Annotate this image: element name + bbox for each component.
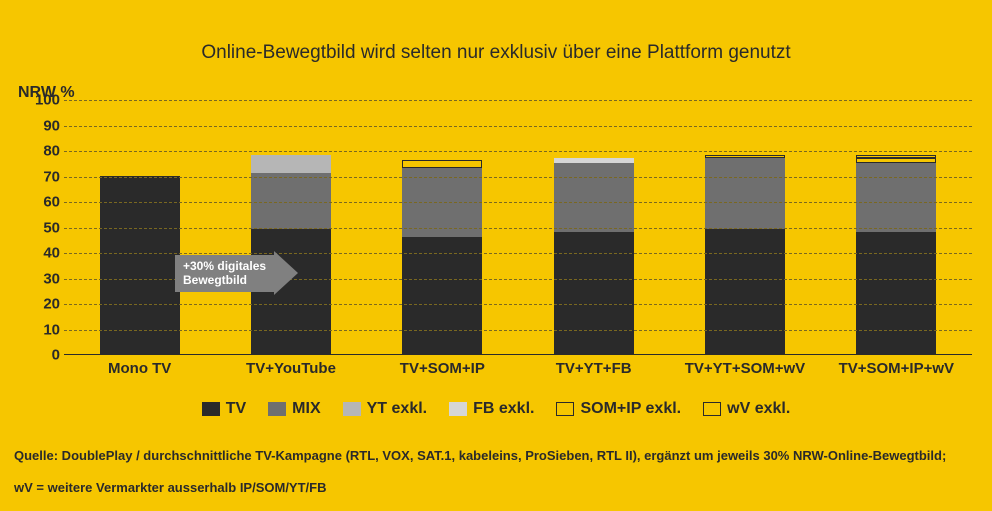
- legend-swatch-icon: [556, 402, 574, 416]
- y-tick-label: 30: [24, 270, 60, 287]
- grid-line: [64, 126, 972, 127]
- grid-line: [64, 151, 972, 152]
- stacked-bar: [856, 155, 936, 354]
- grid-line: [64, 202, 972, 203]
- legend-swatch-icon: [343, 402, 361, 416]
- grid-line: [64, 330, 972, 331]
- arrow-head-icon: [274, 251, 298, 295]
- legend-swatch-icon: [703, 402, 721, 416]
- legend-swatch-icon: [449, 402, 467, 416]
- legend-label: SOM+IP exkl.: [580, 400, 681, 418]
- grid-line: [64, 304, 972, 305]
- bar-segment-tv: [554, 232, 634, 354]
- legend-item: TV: [202, 400, 246, 418]
- annotation-line1: +30% digitales: [183, 259, 266, 273]
- legend-item: MIX: [268, 400, 320, 418]
- bar-segment-mix: [705, 158, 785, 229]
- grid-line: [64, 177, 972, 178]
- x-tick-label: TV+YT+FB: [556, 360, 632, 377]
- y-tick-label: 0: [24, 347, 60, 364]
- grid-line: [64, 100, 972, 101]
- annotation-arrow: +30% digitales Bewegtbild: [175, 255, 274, 292]
- chart-title: Online-Bewegtbild wird selten nur exklus…: [0, 42, 992, 64]
- x-tick-label: TV+SOM+IP: [400, 360, 485, 377]
- bar-segment-mix: [856, 163, 936, 232]
- footnote-abbrev: wV = weitere Vermarkter ausserhalb IP/SO…: [14, 480, 327, 495]
- y-tick-label: 10: [24, 321, 60, 338]
- bar-segment-yt: [251, 155, 331, 173]
- annotation-body: +30% digitales Bewegtbild: [175, 255, 274, 292]
- x-tick-label: TV+YT+SOM+wV: [685, 360, 805, 377]
- y-tick-label: 100: [24, 92, 60, 109]
- y-tick-label: 60: [24, 194, 60, 211]
- bar-segment-tv: [705, 229, 785, 354]
- x-tick-label: TV+SOM+IP+wV: [839, 360, 954, 377]
- legend-label: MIX: [292, 400, 320, 418]
- legend: TV MIX YT exkl. FB exkl. SOM+IP exkl. wV exkl…: [0, 400, 992, 418]
- bar-segment-somip: [402, 160, 482, 168]
- y-tick-label: 20: [24, 296, 60, 313]
- annotation-line2: Bewegtbild: [183, 273, 247, 287]
- stacked-bar: [402, 160, 482, 354]
- legend-swatch-icon: [202, 402, 220, 416]
- legend-item: YT exkl.: [343, 400, 427, 418]
- legend-label: TV: [226, 400, 246, 418]
- y-tick-label: 50: [24, 219, 60, 236]
- legend-label: FB exkl.: [473, 400, 534, 418]
- stacked-bar: [705, 155, 785, 354]
- bar-segment-mix: [554, 163, 634, 232]
- grid-line: [64, 253, 972, 254]
- y-tick-label: 40: [24, 245, 60, 262]
- x-tick-label: TV+YouTube: [246, 360, 336, 377]
- footnote-source: Quelle: DoublePlay / durchschnittliche T…: [14, 448, 946, 463]
- y-tick-label: 70: [24, 168, 60, 185]
- bar-segment-tv: [856, 232, 936, 354]
- grid-line: [64, 228, 972, 229]
- legend-swatch-icon: [268, 402, 286, 416]
- plot-area: Mono TVTV+YouTubeTV+SOM+IPTV+YT+FBTV+YT+…: [64, 100, 972, 355]
- legend-item: wV exkl.: [703, 400, 790, 418]
- x-tick-label: Mono TV: [108, 360, 171, 377]
- bar-chart: Mono TVTV+YouTubeTV+SOM+IPTV+YT+FBTV+YT+…: [24, 100, 972, 370]
- bar-segment-tv: [402, 237, 482, 354]
- legend-label: YT exkl.: [367, 400, 427, 418]
- legend-item: FB exkl.: [449, 400, 534, 418]
- y-tick-label: 90: [24, 117, 60, 134]
- legend-item: SOM+IP exkl.: [556, 400, 681, 418]
- stacked-bar: [554, 158, 634, 354]
- legend-label: wV exkl.: [727, 400, 790, 418]
- y-tick-label: 80: [24, 143, 60, 160]
